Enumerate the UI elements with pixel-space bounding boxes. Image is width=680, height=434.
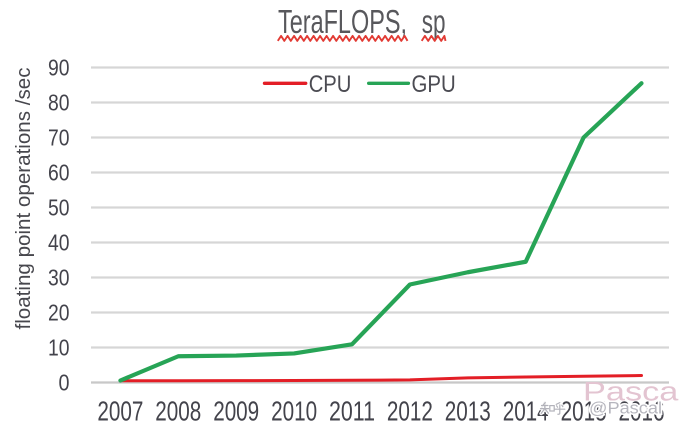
svg-text:0: 0	[59, 370, 70, 396]
svg-text:80: 80	[48, 90, 70, 116]
svg-text:2015: 2015	[561, 396, 607, 427]
svg-text:40: 40	[48, 230, 70, 256]
svg-text:2011: 2011	[329, 396, 375, 427]
svg-text:2007: 2007	[97, 396, 143, 427]
svg-text:2013: 2013	[445, 396, 491, 427]
svg-text:floating point operations /sec: floating point operations /sec	[13, 68, 35, 330]
svg-text:2016: 2016	[619, 396, 665, 427]
svg-text:20: 20	[48, 300, 70, 326]
svg-text:70: 70	[48, 125, 70, 151]
svg-text:2012: 2012	[387, 396, 433, 427]
svg-text:CPU: CPU	[309, 71, 352, 98]
svg-text:90: 90	[48, 55, 70, 81]
svg-text:60: 60	[48, 160, 70, 186]
svg-text:GPU: GPU	[412, 71, 456, 98]
svg-text:10: 10	[48, 335, 70, 361]
svg-text:2008: 2008	[155, 396, 201, 427]
svg-text:Pascal: Pascal	[583, 377, 680, 407]
svg-text:50: 50	[48, 195, 70, 221]
svg-text:30: 30	[48, 265, 70, 291]
svg-text:TeraFLOPS,: TeraFLOPS,	[278, 3, 407, 40]
svg-text:2009: 2009	[213, 396, 259, 427]
svg-text:sp: sp	[422, 3, 446, 40]
svg-text:2010: 2010	[271, 396, 317, 427]
svg-text:@Pascal: @Pascal	[589, 398, 662, 417]
svg-text:@Pascal: @Pascal	[589, 398, 662, 417]
